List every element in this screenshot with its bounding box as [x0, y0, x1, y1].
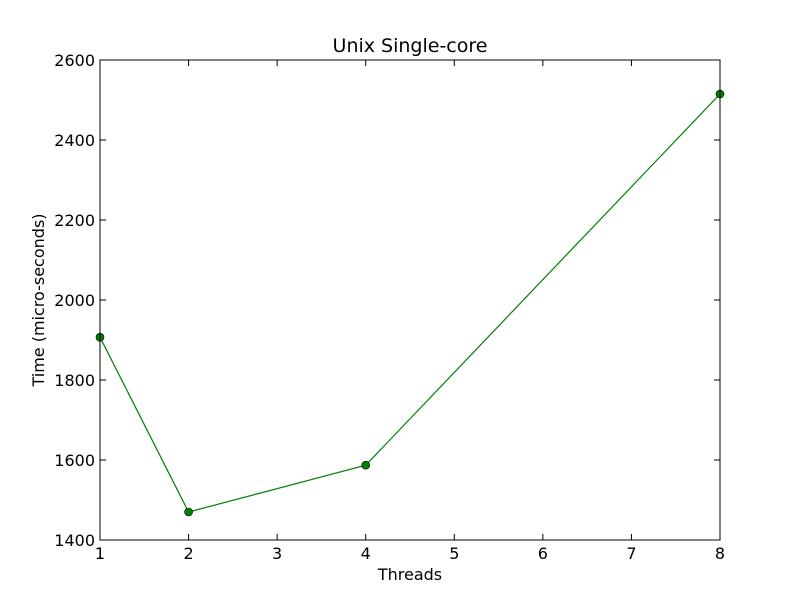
y-tick-label: 2400: [54, 131, 95, 150]
series-line: [99, 93, 721, 513]
x-tick-label: 1: [95, 544, 105, 563]
y-tick-label: 1400: [54, 531, 95, 550]
plot-area-frame: [99, 59, 721, 541]
x-tick-label: 2: [183, 544, 193, 563]
y-axis-label: Time (micro-seconds): [29, 213, 48, 387]
ticks-layer: 1 2 3 4 5 6 7 8 1400 1600 1800 2000 2200 2400 2600: [54, 51, 725, 563]
x-tick-label: 4: [361, 544, 371, 563]
y-tick-label: 2600: [54, 51, 95, 70]
y-tick-label: 2200: [54, 211, 95, 230]
x-tick-label: 6: [538, 544, 548, 563]
x-tick-label: 5: [449, 544, 459, 563]
data-point: [184, 507, 193, 517]
y-tick-label: 2000: [54, 291, 95, 310]
y-tick-label: 1600: [54, 451, 95, 470]
y-tick-label: 1800: [54, 371, 95, 390]
x-axis-label: Threads: [377, 565, 442, 584]
x-tick-label: 8: [715, 544, 725, 563]
data-point: [361, 460, 371, 470]
x-tick-label: 3: [272, 544, 282, 563]
chart-title: Unix Single-core: [333, 35, 488, 57]
series-layer: [95, 89, 725, 517]
x-tick-label: 7: [626, 544, 636, 563]
